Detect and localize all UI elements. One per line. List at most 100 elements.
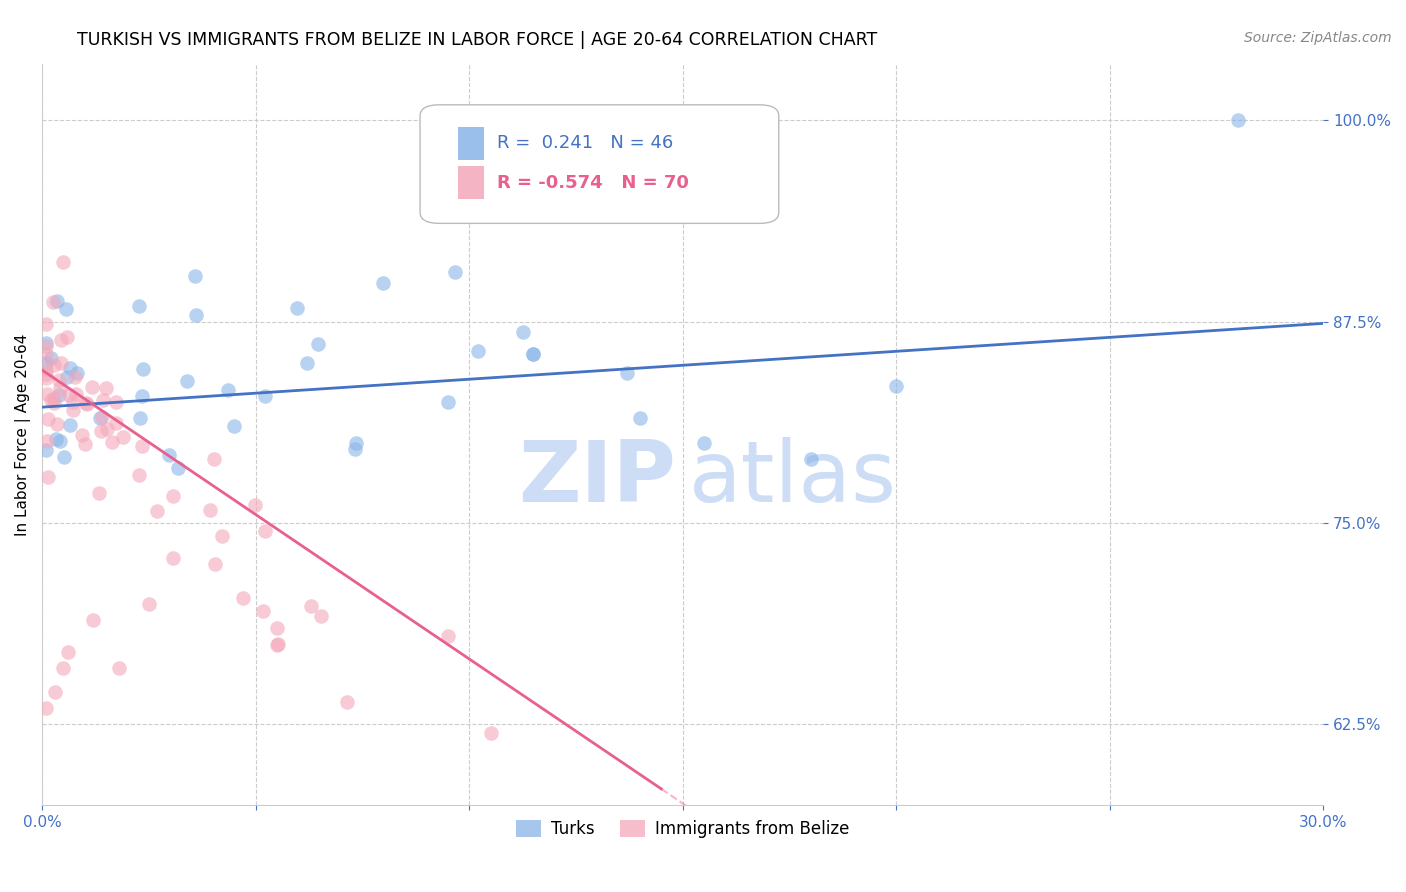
Point bbox=[35, 335, 58, 350]
Point bbox=[56, 645, 79, 659]
Point bbox=[336, 695, 359, 709]
Point bbox=[49, 434, 72, 448]
Point bbox=[145, 504, 167, 518]
Point bbox=[91, 393, 114, 408]
Point bbox=[42, 294, 65, 309]
Text: R =  0.241   N = 46: R = 0.241 N = 46 bbox=[496, 135, 673, 153]
Point bbox=[104, 416, 127, 430]
Point bbox=[90, 424, 112, 438]
Point bbox=[44, 685, 66, 699]
Point bbox=[311, 608, 333, 623]
Point bbox=[217, 383, 239, 397]
Point bbox=[176, 374, 198, 388]
Point bbox=[75, 436, 97, 450]
Point bbox=[444, 265, 467, 279]
Point bbox=[522, 347, 544, 361]
Point bbox=[45, 417, 67, 431]
Point bbox=[51, 333, 73, 347]
Point bbox=[35, 701, 58, 715]
Point bbox=[45, 432, 67, 446]
Point bbox=[35, 442, 58, 457]
Point bbox=[87, 486, 110, 500]
Point bbox=[522, 347, 544, 361]
Point bbox=[243, 498, 266, 512]
Y-axis label: In Labor Force | Age 20-64: In Labor Force | Age 20-64 bbox=[15, 334, 31, 536]
Point bbox=[55, 301, 77, 316]
Point bbox=[800, 451, 823, 466]
Point bbox=[253, 524, 276, 538]
Point bbox=[232, 591, 254, 605]
Point bbox=[252, 604, 274, 618]
Point bbox=[512, 325, 534, 339]
Point bbox=[211, 529, 233, 543]
Point bbox=[128, 468, 150, 483]
Text: ZIP: ZIP bbox=[519, 437, 676, 521]
Point bbox=[131, 439, 153, 453]
Point bbox=[94, 381, 117, 395]
Point bbox=[131, 389, 153, 403]
Point bbox=[297, 356, 319, 370]
Point bbox=[108, 661, 131, 675]
Point bbox=[39, 351, 62, 365]
Point bbox=[37, 412, 59, 426]
Point bbox=[100, 435, 122, 450]
Point bbox=[65, 387, 87, 401]
Point bbox=[48, 388, 70, 402]
Point bbox=[266, 621, 288, 635]
Text: atlas: atlas bbox=[689, 437, 897, 521]
Point bbox=[128, 299, 150, 313]
Point bbox=[49, 381, 72, 395]
Point bbox=[91, 409, 114, 424]
Text: R = -0.574   N = 70: R = -0.574 N = 70 bbox=[496, 174, 689, 192]
FancyBboxPatch shape bbox=[458, 166, 484, 199]
Point bbox=[35, 387, 58, 401]
Point bbox=[184, 269, 207, 284]
Point bbox=[437, 395, 460, 409]
Point bbox=[59, 417, 82, 432]
Point bbox=[42, 392, 65, 406]
Point bbox=[138, 597, 160, 611]
Point bbox=[202, 452, 225, 467]
Point bbox=[344, 436, 367, 450]
Point bbox=[128, 411, 150, 425]
Point bbox=[63, 369, 86, 384]
Point bbox=[204, 557, 226, 571]
Point bbox=[467, 343, 489, 358]
Point bbox=[56, 370, 79, 384]
Point bbox=[49, 356, 72, 370]
Point bbox=[70, 427, 93, 442]
Point bbox=[37, 470, 59, 484]
Point bbox=[884, 379, 907, 393]
Point bbox=[254, 389, 277, 403]
Legend: Turks, Immigrants from Belize: Turks, Immigrants from Belize bbox=[509, 814, 856, 845]
Point bbox=[44, 358, 66, 372]
Point bbox=[162, 489, 184, 503]
Point bbox=[82, 613, 104, 627]
Point bbox=[437, 629, 460, 643]
Point bbox=[39, 393, 62, 408]
Point bbox=[37, 434, 59, 448]
Point bbox=[104, 394, 127, 409]
Point bbox=[76, 397, 98, 411]
Point bbox=[96, 422, 118, 436]
Point bbox=[267, 637, 290, 651]
Point bbox=[186, 308, 208, 322]
Point bbox=[479, 725, 502, 739]
Point bbox=[65, 366, 87, 380]
Text: Source: ZipAtlas.com: Source: ZipAtlas.com bbox=[1244, 31, 1392, 45]
Point bbox=[35, 346, 58, 360]
Point bbox=[46, 294, 69, 309]
Point bbox=[89, 410, 111, 425]
Point bbox=[1226, 113, 1249, 128]
Point bbox=[299, 599, 322, 614]
Point bbox=[75, 395, 97, 409]
Point bbox=[58, 388, 80, 402]
Point bbox=[62, 403, 84, 417]
Point bbox=[62, 394, 84, 409]
Point bbox=[35, 356, 58, 370]
Point bbox=[52, 661, 75, 675]
Point bbox=[307, 337, 329, 351]
Point bbox=[35, 317, 58, 331]
Point bbox=[162, 551, 184, 566]
Point bbox=[35, 371, 58, 385]
